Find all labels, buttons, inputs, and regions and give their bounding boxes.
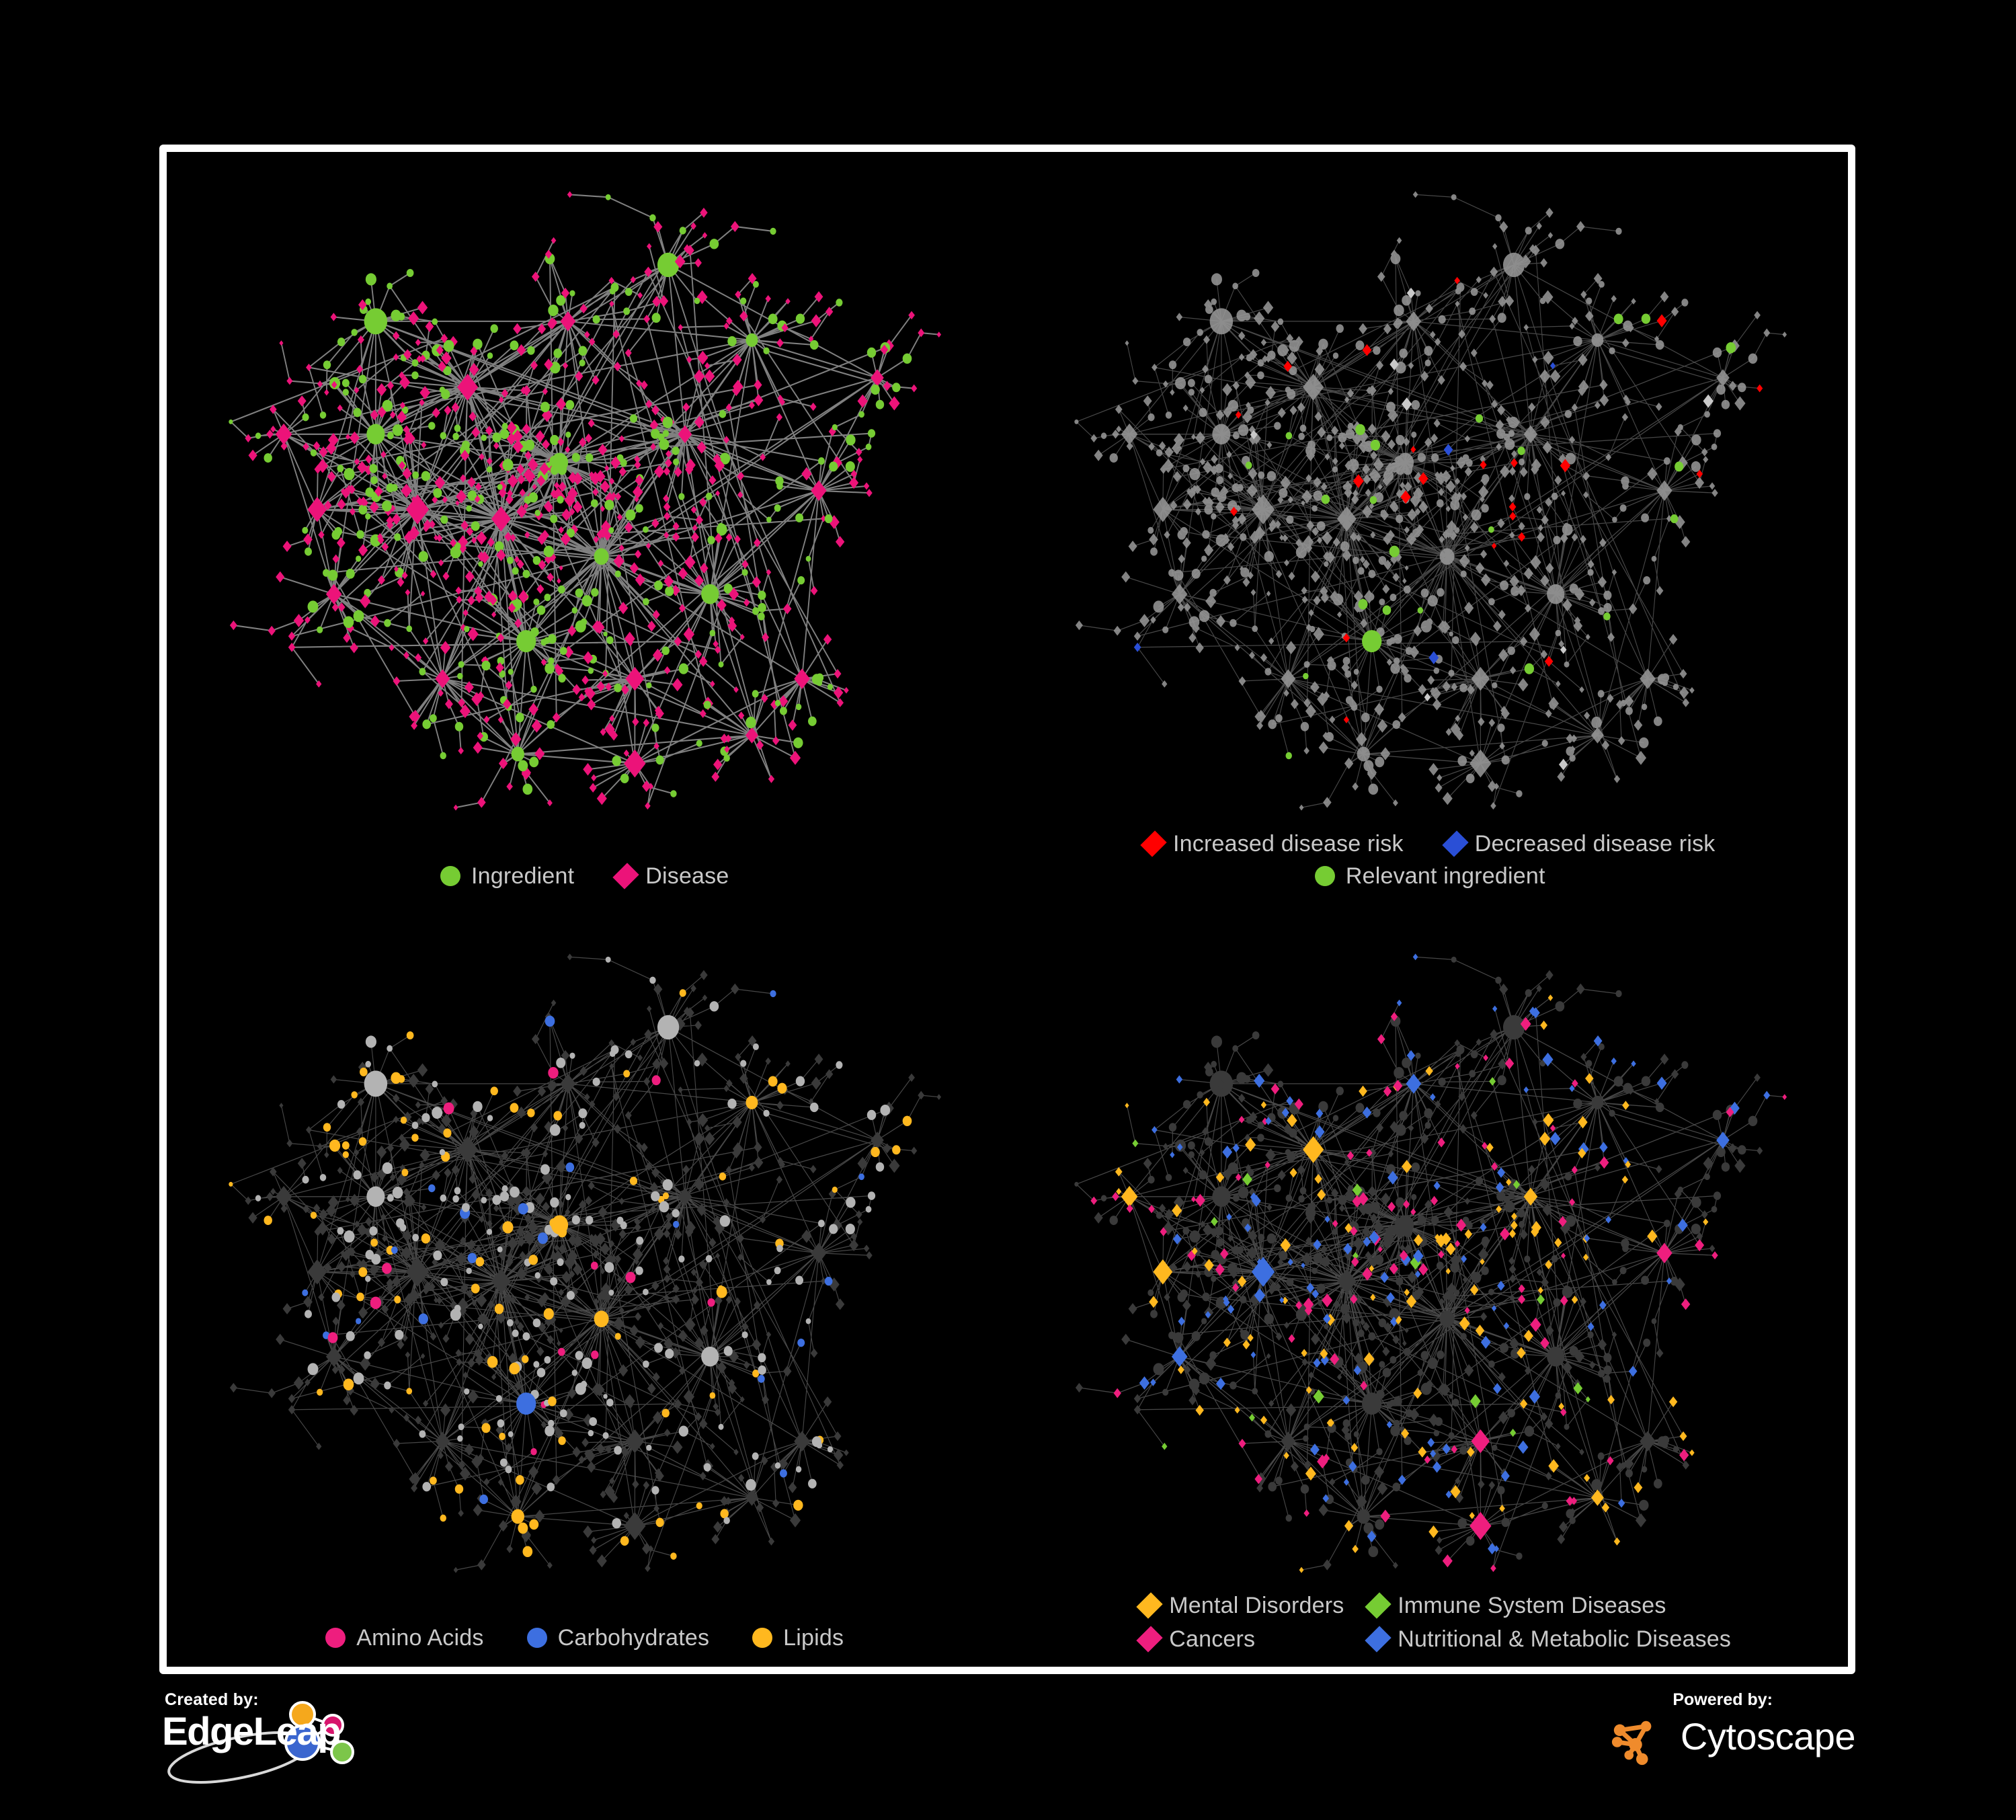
cytoscape-logo[interactable]: Powered by: Cytoscape — [1573, 1690, 1856, 1791]
edgeleap-graph-icon — [167, 1701, 354, 1784]
network-canvas-panel-2[interactable] — [1012, 152, 1849, 905]
network-canvas-panel-4[interactable] — [1012, 914, 1849, 1667]
footer: Created by: EdgeLeap Powered by: Cytosca… — [159, 1686, 1856, 1807]
edgeleap-wordmark: EdgeLeap — [162, 1710, 341, 1753]
cytoscape-network-icon — [1611, 1720, 1652, 1766]
panel-disease-risk-network[interactable]: Increased disease risk Decreased disease… — [1012, 152, 1849, 905]
cytoscape-wordmark: Cytoscape — [1680, 1715, 1856, 1757]
network-canvas-panel-3[interactable] — [167, 914, 1003, 1667]
edgeleap-logo[interactable]: Created by: EdgeLeap — [159, 1690, 381, 1798]
panel-disease-category-network[interactable]: Mental Disorders Immune System Diseases … — [1012, 914, 1849, 1667]
figure-frame: Ingredient Disease Increased disease ris… — [159, 145, 1855, 1674]
edgeleap-created-by-label: Created by: — [165, 1690, 259, 1709]
panel-ingredient-class-network[interactable]: Amino Acids Carbohydrates Lipids — [167, 914, 1003, 1667]
cytoscape-powered-by-label: Powered by: — [1672, 1690, 1773, 1709]
network-canvas-panel-1[interactable] — [167, 152, 1003, 905]
panel-ingredient-disease-network[interactable]: Ingredient Disease — [167, 152, 1003, 905]
